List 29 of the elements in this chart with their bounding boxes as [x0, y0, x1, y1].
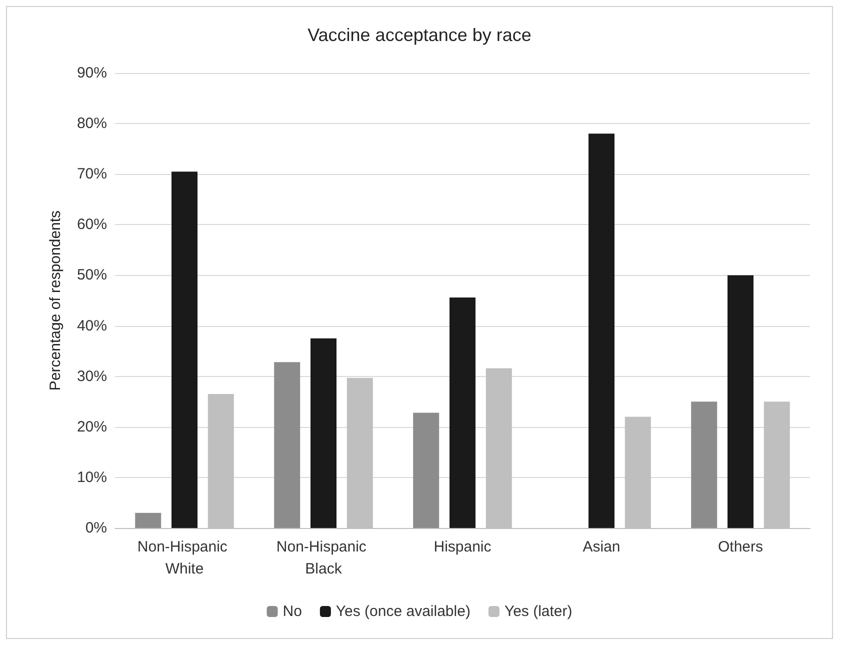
y-tick-label: 90%: [76, 64, 107, 82]
bar: [413, 412, 440, 528]
bar: [135, 512, 162, 528]
bar: [310, 338, 336, 528]
y-tick-label: 20%: [76, 418, 107, 436]
x-tick-label: Non-Hispanic Black: [276, 538, 371, 578]
y-tick-label: 40%: [76, 317, 107, 334]
bar: [728, 275, 754, 528]
legend-label: Yes (once available): [336, 603, 470, 620]
bar: [588, 134, 614, 528]
y-tick-label: 70%: [76, 166, 107, 183]
x-tick-label: Others: [718, 538, 764, 556]
y-tick-label: 80%: [76, 115, 107, 132]
x-tick-label: Asian: [582, 538, 620, 556]
y-tick-label: 50%: [76, 266, 107, 284]
x-tick-label: Hispanic: [434, 538, 492, 556]
y-tick-label: 30%: [76, 368, 107, 385]
x-tick-label: Non-Hispanic White: [137, 538, 232, 578]
bar: [450, 297, 476, 528]
y-tick-label: 10%: [76, 468, 107, 486]
y-tick-label: 60%: [76, 216, 107, 234]
bar: [691, 402, 718, 528]
y-axis-title: Percentage of respondents: [47, 210, 64, 391]
chart-title: Vaccine acceptance by race: [308, 25, 532, 45]
y-tick-label: 0%: [85, 520, 107, 536]
legend-label: No: [282, 603, 302, 620]
bar: [172, 172, 198, 528]
legend-label: Yes (later): [504, 603, 572, 620]
bar: [274, 362, 300, 528]
